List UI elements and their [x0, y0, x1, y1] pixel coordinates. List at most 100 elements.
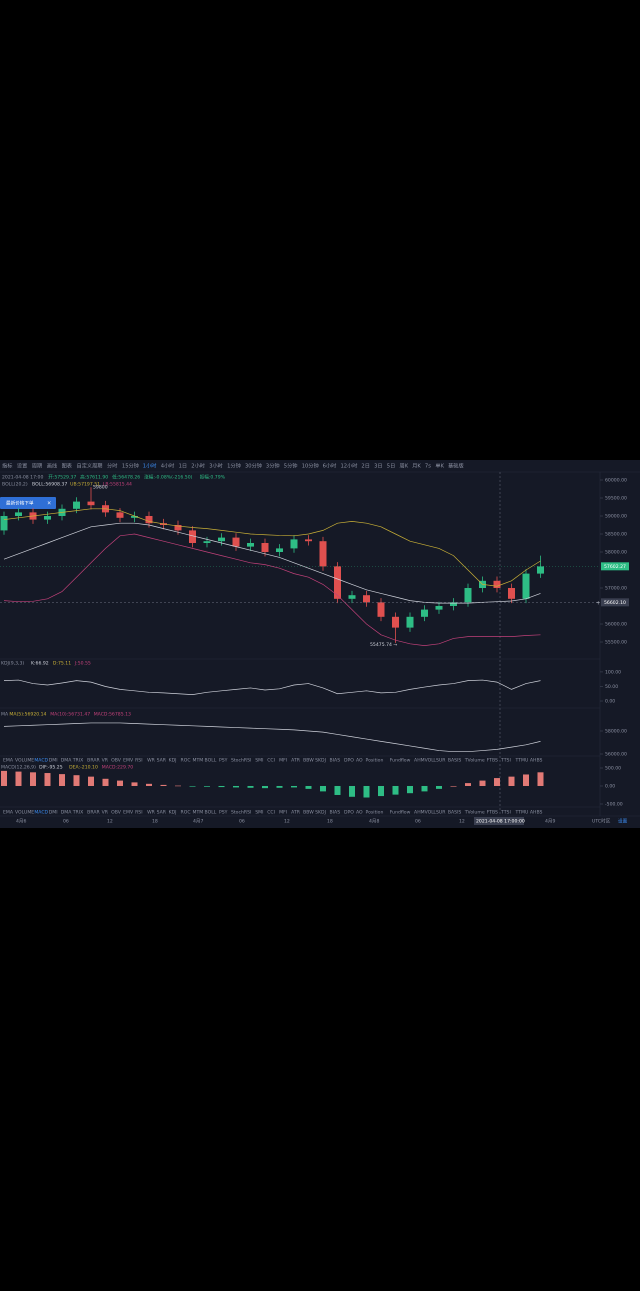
- footer-item[interactable]: 设置: [618, 818, 628, 825]
- indicator-tab[interactable]: FTBS: [487, 758, 498, 764]
- indicator-tab[interactable]: VR: [102, 758, 109, 764]
- indicator-tab[interactable]: VOLUME: [15, 758, 34, 764]
- indicator-tab[interactable]: AO: [356, 810, 363, 816]
- indicator-tab[interactable]: SAR: [157, 810, 167, 816]
- indicator-tab[interactable]: AHBS: [530, 810, 543, 816]
- indicator-tab[interactable]: BOLL: [205, 810, 217, 816]
- indicator-tab[interactable]: BASIS: [448, 810, 462, 816]
- toolbar-item[interactable]: 周K: [400, 463, 409, 470]
- toolbar-item[interactable]: 3小时: [209, 462, 223, 470]
- indicator-tab[interactable]: WR: [147, 810, 156, 816]
- indicator-tab[interactable]: BIAS: [330, 758, 341, 764]
- toolbar-item[interactable]: 3分钟: [266, 462, 280, 470]
- indicator-tab[interactable]: TTMU: [514, 758, 528, 764]
- indicator-tab[interactable]: VOLUME: [15, 810, 34, 816]
- toolbar-item[interactable]: 指标: [2, 462, 12, 470]
- indicator-tab[interactable]: StochRSI: [231, 758, 251, 764]
- indicator-tab[interactable]: KDJ: [169, 810, 177, 816]
- indicator-tab[interactable]: DMA: [61, 810, 73, 816]
- indicator-tab[interactable]: DMI: [49, 810, 58, 816]
- indicator-tab[interactable]: VR: [102, 810, 109, 816]
- indicator-tab[interactable]: AHBS: [530, 758, 543, 764]
- toolbar-item[interactable]: 5分钟: [284, 462, 298, 470]
- indicator-tab[interactable]: AO: [356, 758, 363, 764]
- indicator-tab[interactable]: OBV: [111, 758, 122, 764]
- toolbar-item[interactable]: 15分钟: [122, 462, 139, 470]
- indicator-tab[interactable]: BBW: [303, 758, 314, 764]
- indicator-tab[interactable]: BIAS: [330, 810, 341, 816]
- indicator-tab[interactable]: EMV: [123, 758, 134, 764]
- order-badge[interactable]: [0, 497, 56, 509]
- toolbar-item[interactable]: 月K: [412, 463, 421, 470]
- indicator-tab[interactable]: CCI: [267, 758, 275, 764]
- indicator-tab[interactable]: TRIX: [72, 758, 84, 764]
- indicator-tab[interactable]: AHMVOL: [414, 758, 434, 764]
- toolbar-item[interactable]: 4小时: [161, 462, 175, 470]
- indicator-tab[interactable]: RSI: [135, 810, 142, 816]
- indicator-tab[interactable]: SAR: [157, 758, 167, 764]
- indicator-tab[interactable]: BRAR: [87, 810, 100, 816]
- toolbar-item[interactable]: 1分钟: [227, 462, 241, 470]
- indicator-tab[interactable]: ROC: [181, 758, 191, 764]
- indicator-tab[interactable]: MFI: [279, 810, 287, 816]
- indicator-tab[interactable]: LSUR: [433, 758, 446, 764]
- indicator-tab[interactable]: EMV: [123, 810, 134, 816]
- toolbar-item[interactable]: 2小时: [191, 462, 205, 470]
- toolbar-item[interactable]: 2日: [361, 463, 370, 470]
- toolbar-item[interactable]: 7s: [425, 464, 431, 470]
- indicator-tab[interactable]: TTSI: [500, 758, 511, 764]
- indicator-tab[interactable]: StochRSI: [231, 810, 251, 816]
- indicator-tab[interactable]: SKDJ: [315, 810, 326, 816]
- order-badge-text[interactable]: 最新价格下单: [6, 500, 34, 507]
- indicator-tab[interactable]: DMI: [49, 758, 58, 764]
- indicator-tab[interactable]: Position: [366, 810, 384, 816]
- indicator-tab[interactable]: SMI: [255, 810, 263, 816]
- indicator-tab[interactable]: ATR: [291, 758, 301, 764]
- indicator-tab[interactable]: DPO: [344, 810, 354, 816]
- indicator-tab[interactable]: Fundflow: [390, 758, 411, 764]
- toolbar-item[interactable]: 6小时: [323, 462, 337, 470]
- toolbar-item[interactable]: 1日: [179, 463, 188, 470]
- indicator-tab[interactable]: BOLL: [205, 758, 217, 764]
- toolbar-item[interactable]: 3日: [374, 463, 383, 470]
- indicator-tab[interactable]: TTSI: [500, 810, 511, 816]
- toolbar-item[interactable]: 图表: [62, 462, 73, 470]
- indicator-tab[interactable]: FTBS: [487, 810, 498, 816]
- toolbar-item[interactable]: 1小时: [143, 462, 157, 470]
- indicator-tab[interactable]: Position: [366, 758, 384, 764]
- indicator-tab[interactable]: DMA: [61, 758, 73, 764]
- indicator-tab[interactable]: LSUR: [433, 810, 446, 816]
- indicator-tab[interactable]: RSI: [135, 758, 142, 764]
- toolbar-item[interactable]: 12小时: [341, 462, 358, 470]
- indicator-tab[interactable]: PSY: [219, 758, 228, 764]
- toolbar-item[interactable]: 30分钟: [245, 462, 262, 470]
- indicator-tab[interactable]: BBW: [303, 810, 314, 816]
- toolbar-item[interactable]: 设置: [17, 462, 27, 470]
- indicator-tab[interactable]: BRAR: [87, 758, 100, 764]
- indicator-tab[interactable]: SKDJ: [315, 758, 326, 764]
- indicator-tab[interactable]: SMI: [255, 758, 263, 764]
- close-button[interactable]: ×: [47, 501, 51, 507]
- indicator-tab[interactable]: ROC: [181, 810, 191, 816]
- indicator-tab[interactable]: DPO: [344, 758, 354, 764]
- indicator-tab[interactable]: ATR: [291, 810, 301, 816]
- indicator-tab[interactable]: TVolume: [464, 758, 485, 764]
- indicator-tab[interactable]: EMA: [3, 810, 14, 816]
- toolbar-item[interactable]: 画线: [47, 462, 57, 470]
- toolbar-item[interactable]: 周期: [32, 463, 42, 470]
- toolbar-item[interactable]: 单K: [435, 462, 444, 470]
- indicator-tab[interactable]: MACD: [34, 758, 48, 764]
- indicator-tab[interactable]: MTM: [193, 810, 204, 816]
- indicator-tab[interactable]: MFI: [279, 758, 287, 764]
- indicator-tab[interactable]: PSY: [219, 810, 228, 816]
- indicator-tab[interactable]: KDJ: [169, 758, 177, 764]
- indicator-tab[interactable]: WR: [147, 758, 156, 764]
- toolbar-item[interactable]: 10分钟: [302, 462, 319, 470]
- indicator-tab[interactable]: EMA: [3, 758, 14, 764]
- footer-item[interactable]: UTC时区: [592, 818, 611, 825]
- indicator-tab[interactable]: Fundflow: [390, 810, 411, 816]
- indicator-tab[interactable]: TVolume: [464, 810, 485, 816]
- toolbar-item[interactable]: 基础版: [448, 462, 464, 470]
- indicator-tab[interactable]: TTMU: [514, 810, 528, 816]
- indicator-tab[interactable]: MACD: [34, 810, 48, 816]
